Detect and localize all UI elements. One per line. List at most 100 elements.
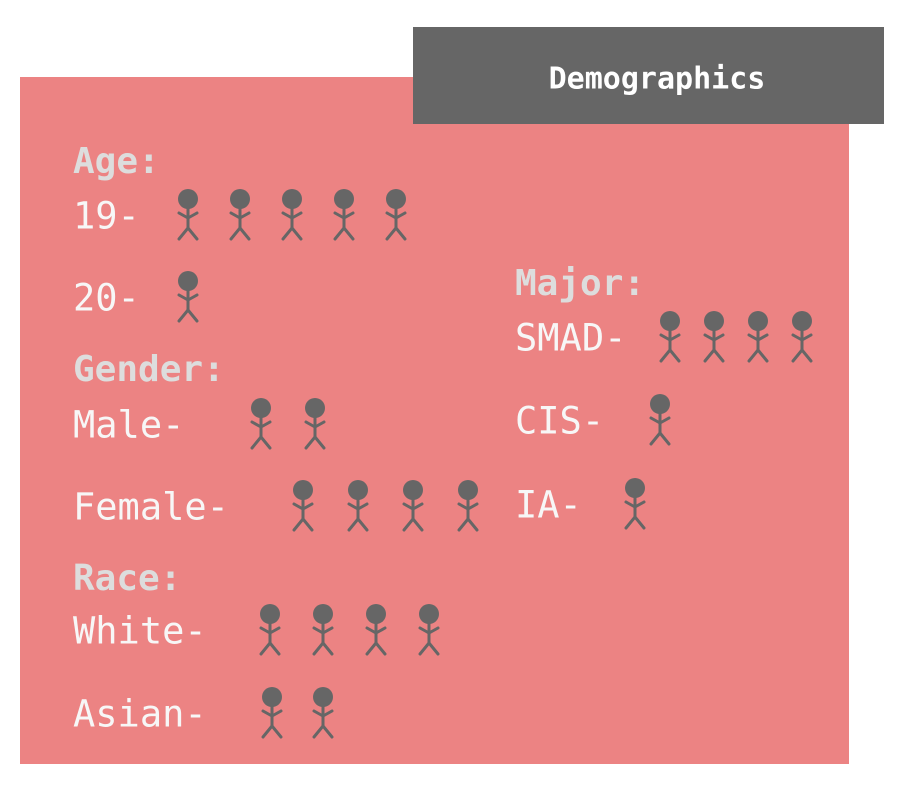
icon-leg <box>365 641 378 656</box>
icon-head <box>419 604 439 624</box>
icon-leg <box>292 517 305 532</box>
icon-arm <box>312 709 325 718</box>
icon-group <box>177 189 407 241</box>
icon-arm <box>658 416 671 425</box>
row-label: CIS- <box>515 400 604 443</box>
icon-head <box>313 604 333 624</box>
row-label: White- <box>73 610 207 653</box>
icon-head <box>704 311 724 331</box>
icon-head <box>260 604 280 624</box>
icon-head <box>282 189 302 209</box>
icon-group <box>292 480 479 532</box>
icon-head <box>660 311 680 331</box>
icon-leg <box>333 226 346 241</box>
icon-leg <box>668 348 681 363</box>
icon-arm <box>292 502 305 511</box>
icon-leg <box>259 435 272 450</box>
icon-arm <box>385 211 398 220</box>
icon-arm <box>659 333 672 342</box>
icon-leg <box>402 517 415 532</box>
icon-leg <box>186 226 199 241</box>
icon-arm <box>301 502 314 511</box>
icon-head <box>386 189 406 209</box>
icon-leg <box>457 517 470 532</box>
icon-leg <box>356 517 369 532</box>
icon-arm <box>238 211 251 220</box>
icon-leg <box>229 226 242 241</box>
icon-group <box>261 687 334 739</box>
icon-leg <box>712 348 725 363</box>
icon-arm <box>290 211 303 220</box>
icon-head <box>650 394 670 414</box>
icon-arm <box>668 333 681 342</box>
icon-leg <box>385 226 398 241</box>
row-label: SMAD- <box>515 317 626 360</box>
icon-leg <box>703 348 716 363</box>
icon-arm <box>747 333 760 342</box>
icon-leg <box>800 348 813 363</box>
section-heading: Gender: <box>73 349 225 390</box>
icon-leg <box>304 435 317 450</box>
icon-leg <box>342 226 355 241</box>
icon-leg <box>313 435 326 450</box>
icon-arm <box>312 626 325 635</box>
icon-leg <box>394 226 407 241</box>
icon-arm <box>712 333 725 342</box>
icon-leg <box>290 226 303 241</box>
icon-arm <box>250 420 263 429</box>
icon-head <box>293 480 313 500</box>
icon-leg <box>268 641 281 656</box>
icon-leg <box>374 641 387 656</box>
icon-arm <box>229 211 242 220</box>
icon-leg <box>427 641 440 656</box>
icon-leg <box>250 435 263 450</box>
icon-arm <box>457 502 470 511</box>
icon-arm <box>800 333 813 342</box>
icon-arm <box>281 211 294 220</box>
icon-head <box>792 311 812 331</box>
icon-arm <box>186 293 199 302</box>
icon-arm <box>177 211 190 220</box>
icon-head <box>366 604 386 624</box>
icon-leg <box>347 517 360 532</box>
icon-arm <box>333 211 346 220</box>
icon-leg <box>791 348 804 363</box>
icon-leg <box>747 348 760 363</box>
icon-leg <box>658 431 671 446</box>
icon-leg <box>649 431 662 446</box>
icon-head <box>334 189 354 209</box>
icon-group <box>177 271 199 323</box>
icon-arm <box>321 709 334 718</box>
icon-leg <box>177 308 190 323</box>
icon-group <box>659 311 813 363</box>
icon-arm <box>321 626 334 635</box>
icon-leg <box>186 308 199 323</box>
icon-leg <box>756 348 769 363</box>
icon-group <box>259 604 440 656</box>
icon-arm <box>177 293 190 302</box>
icon-arm <box>356 502 369 511</box>
icon-leg <box>321 724 334 739</box>
icon-arm <box>304 420 317 429</box>
icon-arm <box>268 626 281 635</box>
icon-leg <box>281 226 294 241</box>
section-heading: Major: <box>515 263 645 304</box>
icon-group <box>250 398 326 450</box>
icon-head <box>458 480 478 500</box>
icon-head <box>403 480 423 500</box>
icon-leg <box>418 641 431 656</box>
icon-arm <box>402 502 415 511</box>
row-label: 20- <box>73 277 140 320</box>
title: Demographics <box>549 62 766 97</box>
row-label: Asian- <box>73 693 207 736</box>
icon-group <box>624 478 646 530</box>
icon-arm <box>411 502 424 511</box>
section-heading: Race: <box>73 558 181 599</box>
icon-leg <box>624 515 637 530</box>
row-label: Female- <box>73 486 229 529</box>
icon-arm <box>342 211 355 220</box>
icon-arm <box>418 626 431 635</box>
icon-arm <box>374 626 387 635</box>
icon-arm <box>633 500 646 509</box>
